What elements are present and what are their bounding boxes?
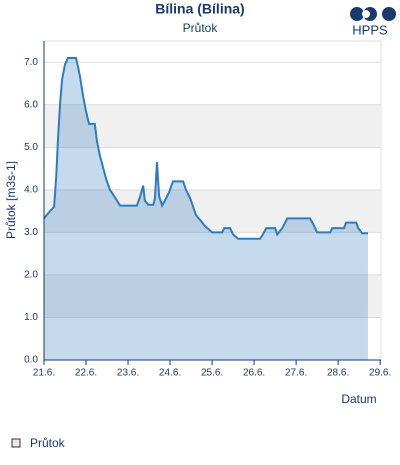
y-tick-label: 2.0 bbox=[24, 270, 38, 281]
x-tick-label: 28.6. bbox=[327, 368, 349, 379]
logo-text: HPPS bbox=[352, 22, 388, 37]
y-tick-label: 5.0 bbox=[24, 142, 38, 153]
x-tick-label: 25.6. bbox=[201, 368, 223, 379]
line bbox=[43, 57, 368, 240]
grid-band bbox=[44, 189, 381, 233]
legend-label[interactable]: Průtok bbox=[30, 436, 66, 450]
grid-band bbox=[44, 104, 381, 148]
logo-dot bbox=[362, 10, 370, 18]
area bbox=[44, 58, 368, 360]
y-axis-title: Průtok [m3s-1] bbox=[4, 161, 18, 239]
logo-dot bbox=[382, 7, 396, 21]
chart-title: Bílina (Bílina) bbox=[155, 1, 244, 17]
x-tick-label: 22.6. bbox=[75, 368, 97, 379]
logo: HPPS bbox=[350, 7, 396, 37]
y-tick-label: 3.0 bbox=[24, 227, 38, 238]
y-tick-label: 1.0 bbox=[24, 312, 38, 323]
x-tick-label: 27.6. bbox=[285, 368, 307, 379]
x-tick-label: 26.6. bbox=[243, 368, 265, 379]
y-tick-label: 7.0 bbox=[24, 57, 38, 68]
grid-band bbox=[44, 274, 381, 318]
y-tick-label: 6.0 bbox=[24, 99, 38, 110]
x-tick-label: 21.6. bbox=[33, 368, 55, 379]
x-axis-title: Datum bbox=[341, 392, 376, 406]
chart-subtitle: Průtok bbox=[183, 21, 219, 35]
legend-marker[interactable] bbox=[11, 438, 21, 448]
y-tick-label: 4.0 bbox=[24, 185, 38, 196]
x-tick-label: 24.6. bbox=[159, 368, 181, 379]
x-tick-label: 23.6. bbox=[117, 368, 139, 379]
logo-dot bbox=[350, 7, 364, 21]
x-tick-label: 29.6. bbox=[369, 368, 391, 379]
y-tick-label: 0.0 bbox=[24, 355, 38, 366]
